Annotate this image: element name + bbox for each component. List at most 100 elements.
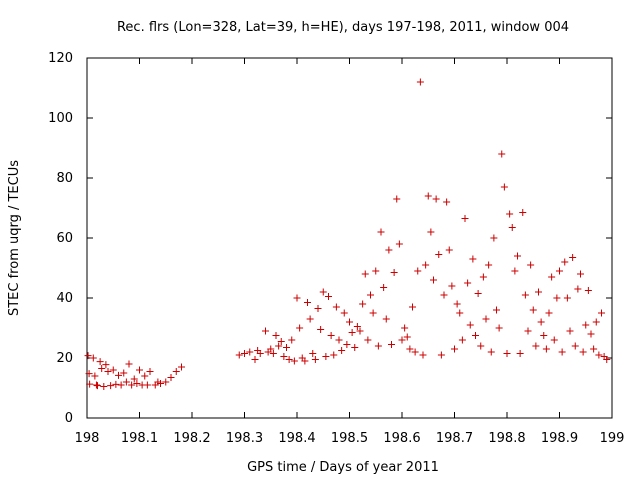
x-tick-2: 198.2 xyxy=(173,58,211,446)
data-point xyxy=(94,382,101,390)
data-point xyxy=(275,342,283,350)
data-point xyxy=(256,350,264,357)
data-point xyxy=(241,350,248,357)
data-point xyxy=(309,350,317,357)
data-point xyxy=(456,309,464,317)
data-points xyxy=(84,78,611,390)
x-tick-3: 198.3 xyxy=(226,58,263,446)
data-point xyxy=(527,261,535,269)
data-point xyxy=(338,347,346,354)
data-point xyxy=(401,324,409,332)
data-point xyxy=(548,273,556,281)
data-point xyxy=(474,290,482,297)
y-tick-label: 120 xyxy=(48,51,73,66)
x-tick-0: 198 xyxy=(75,58,99,446)
data-point xyxy=(89,354,97,362)
data-point xyxy=(267,345,275,353)
chart-title: Rec. flrs (Lon=328, Lat=39, h=HE), days … xyxy=(117,20,569,35)
x-tick-label: 199 xyxy=(600,431,625,446)
data-point xyxy=(85,370,93,378)
data-point xyxy=(579,348,587,356)
data-point xyxy=(485,261,493,269)
x-tick-1: 198.1 xyxy=(121,58,158,446)
data-point xyxy=(288,336,296,344)
data-point xyxy=(335,336,343,344)
data-point xyxy=(590,345,598,353)
y-tick-0: 0 xyxy=(65,411,612,426)
data-point xyxy=(325,293,332,300)
data-point xyxy=(107,382,115,390)
data-point xyxy=(272,332,280,339)
data-point xyxy=(348,329,356,336)
data-point xyxy=(445,246,453,254)
data-point xyxy=(98,365,106,372)
data-point xyxy=(472,332,479,339)
data-point xyxy=(550,336,558,344)
data-point xyxy=(157,380,164,387)
data-point xyxy=(285,356,293,363)
data-point xyxy=(356,327,364,335)
data-point xyxy=(477,342,485,350)
data-point xyxy=(416,78,424,86)
data-point xyxy=(571,342,579,350)
x-tick-8: 198.8 xyxy=(488,58,526,446)
data-point xyxy=(516,350,524,357)
data-point xyxy=(440,291,448,299)
data-point xyxy=(582,321,590,329)
data-point xyxy=(427,228,435,236)
data-point xyxy=(592,318,600,326)
data-point xyxy=(332,303,340,311)
data-point xyxy=(374,342,382,350)
data-point xyxy=(115,371,122,379)
data-point xyxy=(461,215,469,222)
data-point xyxy=(506,210,514,218)
x-tick-5: 198.5 xyxy=(331,58,368,446)
data-point xyxy=(545,309,553,317)
data-point xyxy=(422,261,430,269)
data-point xyxy=(584,287,592,294)
data-point xyxy=(104,368,112,375)
y-tick-label: 40 xyxy=(56,291,73,306)
data-point xyxy=(532,342,540,350)
x-tick-label: 198.3 xyxy=(226,431,263,446)
data-point xyxy=(117,381,125,389)
data-point xyxy=(327,332,335,339)
data-point xyxy=(556,267,563,275)
data-point xyxy=(393,195,401,203)
data-point xyxy=(293,294,301,302)
plot-area-frame xyxy=(86,57,613,419)
data-point xyxy=(369,309,377,317)
data-point xyxy=(162,378,170,386)
x-tick-6: 198.6 xyxy=(383,58,421,446)
data-point xyxy=(511,267,519,275)
y-tick-4: 80 xyxy=(56,171,612,186)
data-point xyxy=(367,291,374,299)
data-point xyxy=(487,348,495,356)
data-point xyxy=(603,356,611,363)
data-point xyxy=(136,366,143,374)
data-point xyxy=(280,353,288,360)
data-point xyxy=(524,327,532,335)
data-point xyxy=(542,345,550,353)
data-point xyxy=(353,323,361,330)
y-axis-label: STEC from uqrg / TECUs xyxy=(7,160,22,316)
data-point xyxy=(495,324,503,332)
x-tick-label: 198.7 xyxy=(436,431,473,446)
data-point xyxy=(388,341,395,348)
data-point xyxy=(178,363,185,371)
data-point xyxy=(91,372,99,380)
data-point xyxy=(508,224,516,231)
y-tick-3: 60 xyxy=(56,231,612,246)
data-point xyxy=(464,279,472,287)
data-point xyxy=(262,327,269,335)
data-point xyxy=(432,195,440,203)
data-point xyxy=(290,357,298,365)
data-point xyxy=(346,318,353,326)
data-point xyxy=(359,300,367,308)
data-point xyxy=(574,285,582,293)
data-point xyxy=(92,381,100,389)
data-point xyxy=(453,300,461,308)
y-tick-6: 120 xyxy=(48,51,612,66)
data-point xyxy=(296,324,304,332)
data-point xyxy=(382,315,390,323)
